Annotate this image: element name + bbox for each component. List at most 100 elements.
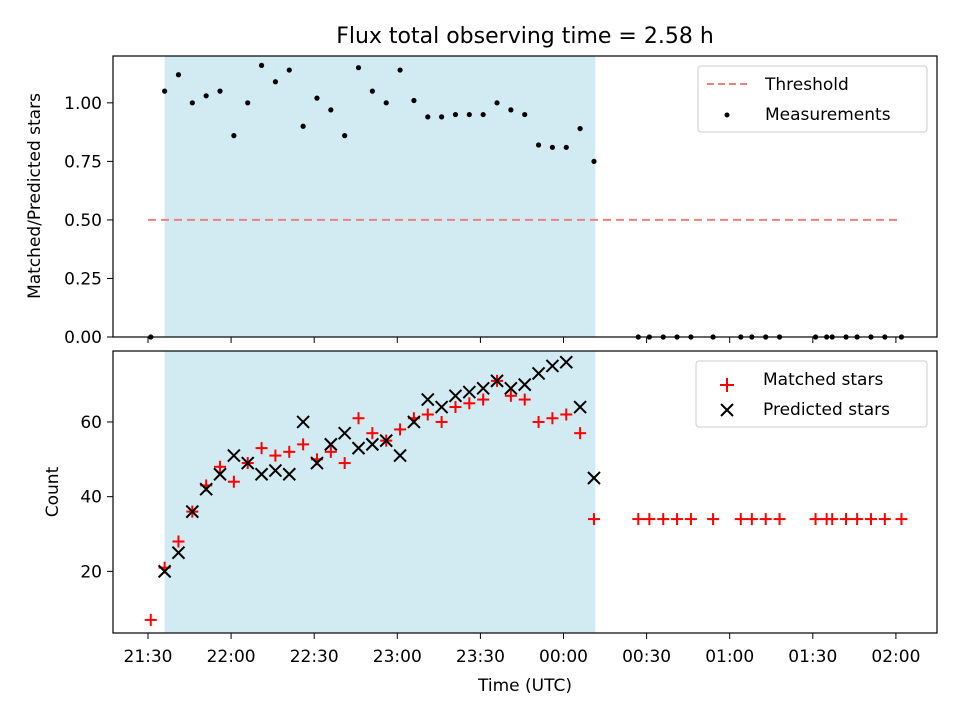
matched-star-point [297, 438, 310, 451]
measurement-point [383, 100, 389, 106]
bottom-plot-marks [144, 355, 908, 626]
predicted-star-point [531, 366, 546, 381]
measurement-point [203, 93, 209, 99]
measurement-point [355, 65, 362, 71]
predicted-star-point [213, 467, 227, 481]
measurement-point [314, 95, 320, 101]
matched-star-point [895, 513, 908, 526]
matched-star-point [338, 457, 351, 470]
predicted-star-point [351, 441, 366, 455]
matched-star-point [449, 401, 462, 414]
matched-star-point [671, 513, 684, 526]
top-panel: 0.00 0.25 0.50 0.75 1.00 Matched/Predicted s… [25, 55, 938, 348]
matched-star-point [809, 513, 822, 526]
matched-star-point [394, 423, 407, 436]
bottom-y-axis-label: Count [43, 466, 63, 517]
predicted-star-point [545, 359, 560, 373]
predicted-star-point [462, 385, 477, 399]
matched-star-point [759, 513, 772, 526]
measurement-point [522, 111, 528, 118]
top-ytick-label: 0.00 [64, 328, 102, 348]
predicted-star-point [573, 400, 587, 414]
top-legend: Threshold Measurements [697, 65, 928, 133]
matched-star-point [632, 513, 645, 526]
predicted-star-point [254, 467, 269, 481]
matched-star-point [851, 513, 864, 526]
matched-star-point [518, 393, 531, 406]
top-y-ticks: 0.00 0.25 0.50 0.75 1.00 [64, 94, 113, 348]
matched-star-point [657, 513, 670, 526]
measurement-point [245, 100, 251, 106]
legend-matched-label: Matched stars [763, 370, 883, 390]
matched-star-point [745, 513, 758, 526]
top-plot-marks [148, 62, 905, 340]
predicted-star-point [324, 437, 338, 452]
matched-star-point [707, 513, 720, 526]
top-x-ticks [147, 337, 897, 343]
legend-predicted-swatch [720, 403, 734, 417]
measurement-point [411, 97, 417, 104]
measurement-point [272, 79, 279, 85]
matched-star-point [324, 445, 337, 458]
matched-star-point [269, 449, 282, 462]
predicted-star-point [587, 471, 601, 485]
bottom-y-ticks: 20 40 60 [80, 413, 113, 582]
measurement-point [342, 133, 348, 139]
matched-star-point [574, 427, 587, 440]
bottom-shaded-region [164, 351, 596, 633]
top-ytick-label: 0.25 [64, 269, 102, 289]
predicted-star-point [337, 426, 352, 440]
predicted-star-point [379, 433, 393, 448]
measurement-point [162, 88, 168, 94]
matched-star-point [864, 513, 877, 526]
matched-star-point [463, 397, 476, 410]
predicted-star-point [504, 381, 518, 396]
matched-star-point [352, 412, 365, 425]
xtick-label: 21:30 [124, 647, 173, 667]
legend-measurements-swatch [724, 112, 730, 118]
top-ytick-label: 0.75 [64, 152, 102, 172]
top-axes-frame [112, 55, 938, 338]
predicted-star-point [268, 463, 283, 478]
predicted-star-point [296, 415, 310, 429]
measurement-point [328, 107, 334, 113]
top-ytick-label: 0.50 [64, 211, 102, 231]
measurement-point [258, 62, 265, 68]
matched-star-point [684, 513, 697, 526]
bottom-ytick-label: 60 [80, 413, 102, 433]
matched-star-point [214, 460, 227, 473]
predicted-star-point [393, 448, 407, 463]
matched-star-point [366, 427, 379, 440]
legend-threshold-label: Threshold [764, 75, 849, 95]
measurement-point [591, 158, 597, 164]
measurement-point [231, 133, 237, 139]
measurement-point [577, 125, 583, 132]
top-ytick-label: 1.00 [64, 94, 102, 114]
predicted-star-point [282, 467, 296, 481]
measurement-point [300, 123, 306, 129]
predicted-star-point [476, 381, 490, 396]
bottom-legend: Matched stars Predicted stars [695, 360, 928, 428]
matched-star-point [504, 389, 517, 402]
measurement-point [425, 114, 431, 120]
bottom-axes-frame [112, 350, 938, 634]
matched-star-point [587, 513, 600, 526]
predicted-star-point [448, 389, 463, 403]
matched-star-point [421, 408, 434, 421]
measurement-point [508, 107, 514, 113]
measurement-point [217, 88, 223, 94]
predicted-star-point [310, 456, 324, 470]
matched-star-point [826, 513, 839, 526]
predicted-star-point [434, 400, 449, 414]
predicted-star-point [518, 377, 532, 392]
measurement-point [494, 100, 500, 106]
top-y-axis-label: Matched/Predicted stars [25, 93, 45, 299]
bottom-ytick-label: 20 [80, 562, 102, 582]
predicted-star-point [365, 437, 380, 452]
predicted-star-point [157, 564, 172, 579]
xtick-label: 00:30 [622, 647, 671, 667]
xtick-label: 22:00 [207, 647, 256, 667]
measurement-point [175, 72, 182, 78]
measurement-point [439, 114, 445, 120]
measurement-point [369, 88, 375, 94]
